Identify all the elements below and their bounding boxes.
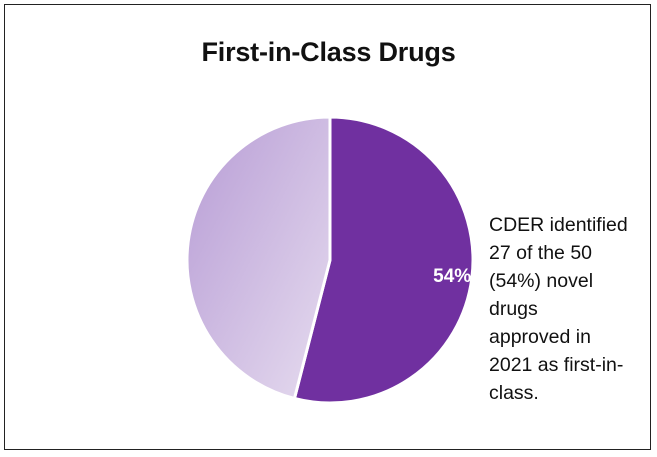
pie-slice-first-in-class (292, 115, 475, 405)
chart-frame: First-in-Class Drugs 54% CDER identified… (4, 4, 651, 450)
pie-chart: 54% (185, 115, 475, 405)
annotation-text: CDER identified 27 of the 50 (54%) novel dr… (489, 211, 639, 407)
annotation-line: 2021 as first-in- (489, 354, 624, 376)
annotation-line: class. (489, 382, 539, 404)
annotation-line: (54%) novel (489, 270, 594, 292)
pie-slice-other (185, 115, 332, 401)
chart-title: First-in-Class Drugs (201, 37, 456, 67)
slice-label: 54% (433, 266, 471, 287)
annotation-line: CDER identified (489, 214, 628, 236)
annotation-line: drugs (489, 298, 538, 320)
annotation-line: 27 of the 50 (489, 242, 593, 264)
annotation-line: approved in (489, 326, 591, 348)
